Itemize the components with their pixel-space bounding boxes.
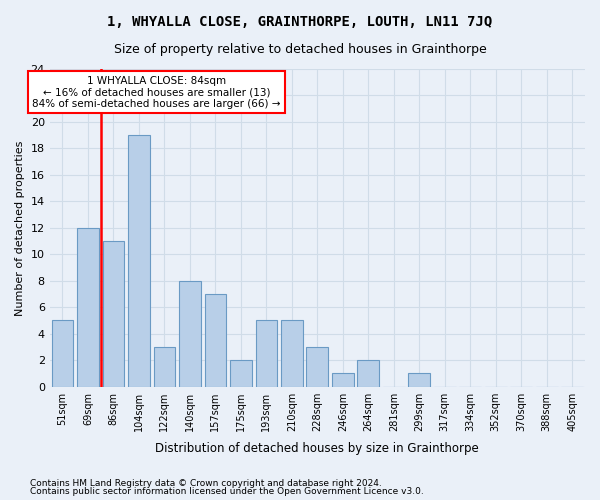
- Bar: [77, 228, 99, 386]
- Bar: [256, 320, 277, 386]
- Y-axis label: Number of detached properties: Number of detached properties: [15, 140, 25, 316]
- Bar: [205, 294, 226, 386]
- Text: Contains HM Land Registry data © Crown copyright and database right 2024.: Contains HM Land Registry data © Crown c…: [30, 478, 382, 488]
- Bar: [103, 241, 124, 386]
- Text: 1 WHYALLA CLOSE: 84sqm
← 16% of detached houses are smaller (13)
84% of semi-det: 1 WHYALLA CLOSE: 84sqm ← 16% of detached…: [32, 76, 281, 109]
- Bar: [358, 360, 379, 386]
- Text: 1, WHYALLA CLOSE, GRAINTHORPE, LOUTH, LN11 7JQ: 1, WHYALLA CLOSE, GRAINTHORPE, LOUTH, LN…: [107, 15, 493, 29]
- Bar: [179, 281, 201, 386]
- Bar: [409, 374, 430, 386]
- Bar: [154, 347, 175, 387]
- Bar: [230, 360, 251, 386]
- X-axis label: Distribution of detached houses by size in Grainthorpe: Distribution of detached houses by size …: [155, 442, 479, 455]
- Bar: [307, 347, 328, 387]
- Bar: [332, 374, 353, 386]
- Bar: [52, 320, 73, 386]
- Bar: [128, 135, 150, 386]
- Text: Size of property relative to detached houses in Grainthorpe: Size of property relative to detached ho…: [113, 42, 487, 56]
- Text: Contains public sector information licensed under the Open Government Licence v3: Contains public sector information licen…: [30, 487, 424, 496]
- Bar: [281, 320, 302, 386]
